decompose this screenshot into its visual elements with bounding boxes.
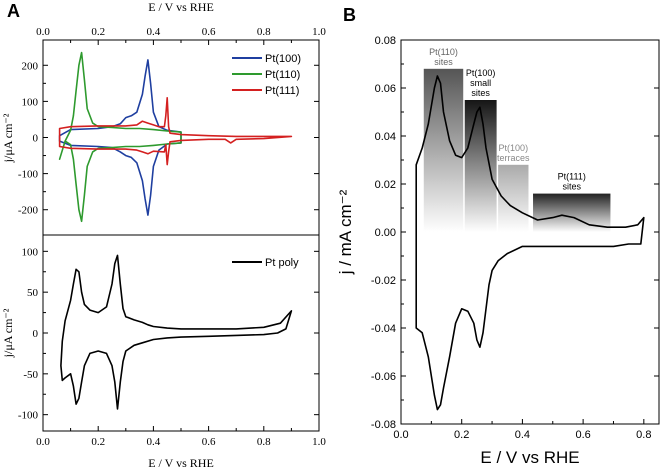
site-bar-label: sites <box>471 88 490 98</box>
panel-a-bottom-ticks: 0.0 0.2 0.4 0.6 0.8 1.0 100 50 0 -50 -100 <box>18 246 327 448</box>
y-tick-label: 100 <box>22 246 39 258</box>
legend-label: Pt poly <box>265 257 299 269</box>
y-tick-label: 200 <box>22 60 39 72</box>
y-tick-label: 0 <box>33 328 39 340</box>
x-tick-label: 0.4 <box>515 429 530 441</box>
x-tick-label: 0.8 <box>257 436 271 448</box>
panel-a-bottom-legend: Pt poly <box>232 257 299 269</box>
y-tick-label: 0.02 <box>375 179 396 191</box>
y-tick-label: 0.00 <box>375 227 396 239</box>
panel-a-top-series <box>58 51 293 223</box>
x-tick-label: 0.6 <box>202 436 216 448</box>
site-bar-label: small <box>470 78 491 88</box>
panel-a-letter: A <box>7 1 20 21</box>
y-tick-label: 0.06 <box>375 83 396 95</box>
y-tick-label: 0.08 <box>375 35 396 47</box>
site-bar-label: Pt(100) <box>499 143 529 153</box>
y-tick-label: -100 <box>18 410 39 422</box>
y-tick-label: 0 <box>33 133 39 145</box>
y-tick-label: 50 <box>27 287 39 299</box>
x-tick-label: 0.6 <box>575 429 590 441</box>
legend-label: Pt(100) <box>265 53 301 65</box>
panel-b-series <box>415 75 645 411</box>
panel-b-ylabel: j / mA cm⁻² <box>336 189 355 275</box>
site-bar-label: Pt(110) <box>429 47 458 57</box>
y-tick-label: -100 <box>18 169 39 181</box>
x-tick-label: 0.2 <box>91 26 105 38</box>
x-tick-label: 0.6 <box>202 26 216 38</box>
panel-b-chart: Pt(110)sitesPt(100)smallsitesPt(100)terr… <box>336 35 660 467</box>
site-bar-label: Pt(100) <box>466 68 496 78</box>
site-bar <box>423 68 464 232</box>
y-tick-label: -0.02 <box>371 275 396 287</box>
y-tick-label: -0.06 <box>371 371 396 383</box>
y-tick-label: -200 <box>18 205 39 217</box>
site-bar-label: sites <box>562 182 581 192</box>
y-tick-label: -50 <box>23 369 38 381</box>
panel-a-bottom-series <box>60 254 293 410</box>
series-line-pt-poly <box>415 75 645 411</box>
site-bar <box>464 100 497 232</box>
panel-a-top-chart: 0.0 0.2 0.4 0.6 0.8 1.0 200 100 0 -100 -200 E / V … <box>1 0 327 236</box>
x-tick-label: 0.0 <box>393 429 408 441</box>
x-tick-label: 0.2 <box>454 429 469 441</box>
series-line-pt-110- <box>58 51 182 223</box>
panel-b-xlabel: E / V vs RHE <box>480 448 579 467</box>
legend-label: Pt(111) <box>265 85 299 97</box>
panel-b-site-bars: Pt(110)sitesPt(100)smallsitesPt(100)terr… <box>423 47 611 232</box>
y-tick-label: 0.04 <box>375 131 396 143</box>
panel-a-bottom-chart: 0.0 0.2 0.4 0.6 0.8 1.0 100 50 0 -50 -100 E / V vs… <box>1 234 327 470</box>
x-tick-label: 0.4 <box>147 436 161 448</box>
x-tick-label: 0.8 <box>636 429 651 441</box>
x-tick-label: 1.0 <box>312 26 326 38</box>
panel-b-letter: B <box>343 5 356 25</box>
site-bar-label: terraces <box>497 153 530 163</box>
x-tick-label: 0.0 <box>36 436 50 448</box>
x-tick-label: 0.8 <box>257 26 271 38</box>
series-line-pt-100- <box>58 59 182 216</box>
panel-a-top-ylabel: j/μA cm⁻² <box>1 113 15 163</box>
site-bar-label: sites <box>434 57 453 67</box>
site-bar-label: Pt(111) <box>558 172 586 182</box>
legend-label: Pt(110) <box>265 69 300 81</box>
panel-b-ticks: 0.0 0.2 0.4 0.6 0.8 0.08 0.06 0.04 0.02 0.00 -0.02… <box>371 35 659 441</box>
x-tick-label: 1.0 <box>312 436 326 448</box>
panel-a-bottom-ylabel: j/μA cm⁻² <box>1 308 15 358</box>
panel-a-bottom-xlabel: E / V vs RHE <box>148 456 214 470</box>
series-line-pt-poly <box>60 254 293 410</box>
panel-a-top-ticks: 0.0 0.2 0.4 0.6 0.8 1.0 200 100 0 -100 -200 <box>18 26 327 217</box>
series-line-pt-111- <box>58 97 293 166</box>
y-tick-label: -0.08 <box>371 419 396 431</box>
x-tick-label: 0.0 <box>36 26 50 38</box>
panel-a-top-legend: Pt(100) Pt(110) Pt(111) <box>232 53 301 97</box>
x-tick-label: 0.2 <box>91 436 105 448</box>
x-tick-label: 0.4 <box>147 26 161 38</box>
panel-a-top-xlabel: E / V vs RHE <box>148 0 214 14</box>
y-tick-label: -0.04 <box>371 323 396 335</box>
y-tick-label: 100 <box>22 96 39 108</box>
